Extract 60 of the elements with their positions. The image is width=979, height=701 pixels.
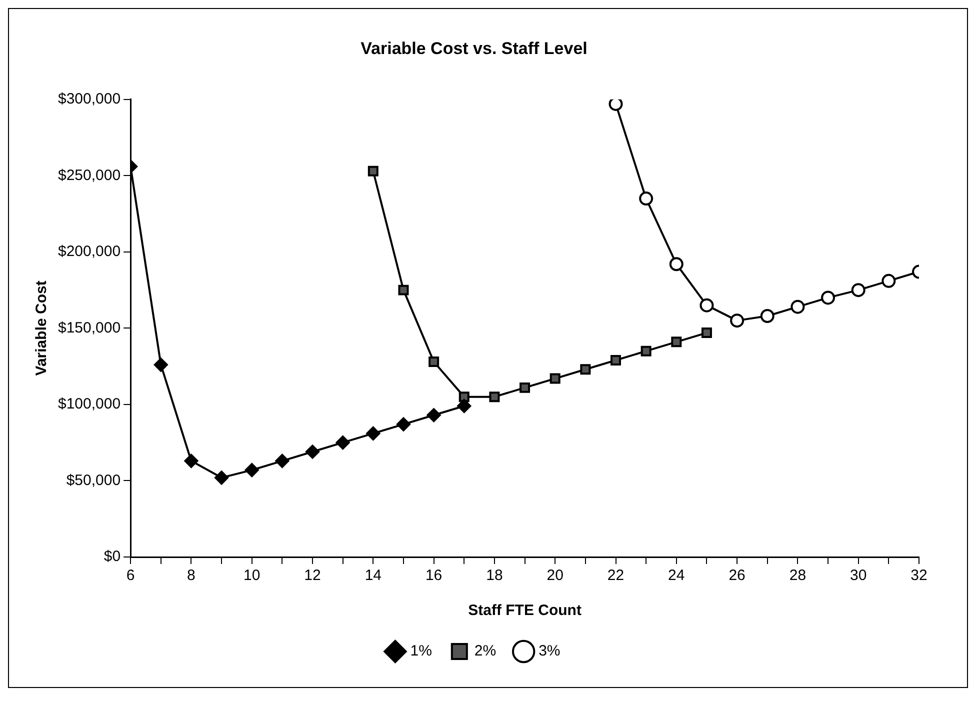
point (669, 257, 684, 272)
point (790, 300, 805, 314)
y-tick-label: $100,000 (58, 396, 121, 413)
point (730, 314, 744, 328)
x-tick-label: 32 (910, 567, 928, 584)
point (640, 346, 652, 356)
point (428, 356, 440, 367)
point (489, 392, 500, 402)
point (184, 454, 198, 468)
point (336, 436, 350, 450)
y-tick-label: $0 (104, 548, 121, 566)
point (671, 336, 682, 348)
x-tick-label: 26 (728, 567, 746, 584)
x-tick-label: 20 (546, 567, 564, 584)
legend-label: 2% (474, 642, 496, 660)
point (639, 192, 654, 206)
y-tick-label: $150,000 (58, 319, 121, 336)
point (275, 454, 290, 468)
point (550, 373, 560, 384)
x-tick-label: 18 (486, 567, 503, 584)
point (882, 274, 896, 288)
point (214, 470, 229, 485)
x-tick-label: 30 (850, 567, 867, 584)
x-tick-label: 10 (244, 567, 260, 584)
point (821, 290, 836, 305)
y-tick-label: $50,000 (66, 472, 121, 489)
point (520, 382, 530, 393)
point (458, 392, 470, 402)
x-tick-label: 16 (425, 567, 442, 584)
x-axis-title: Staff FTE Count (468, 602, 582, 620)
legend-label: 3% (538, 642, 560, 660)
y-tick-label: $200,000 (58, 243, 121, 260)
point (610, 354, 621, 366)
point (760, 309, 774, 323)
x-tick-label: 28 (789, 567, 806, 584)
point (851, 283, 866, 298)
point (154, 358, 168, 372)
point (366, 426, 380, 440)
x-tick-label: 6 (126, 567, 135, 584)
point (368, 166, 378, 176)
y-tick-label: $300,000 (58, 90, 121, 108)
chart-title: Variable Cost vs. Staff Level (360, 38, 588, 58)
x-tick-label: 8 (187, 567, 196, 584)
point (306, 444, 320, 459)
point (457, 398, 472, 413)
point (700, 298, 714, 312)
x-tick-label: 24 (668, 567, 685, 584)
point (244, 463, 259, 478)
point (580, 364, 591, 375)
point (701, 328, 712, 338)
y-tick-label: $250,000 (58, 166, 121, 184)
point (608, 99, 623, 111)
x-tick-label: 14 (364, 567, 382, 584)
x-tick-label: 22 (607, 567, 624, 584)
legend-label: 1% (410, 642, 432, 660)
point (426, 408, 441, 422)
y-axis-title: Variable Cost (33, 280, 50, 376)
point (398, 284, 409, 296)
x-tick-label: 12 (304, 567, 321, 584)
point (396, 417, 410, 432)
